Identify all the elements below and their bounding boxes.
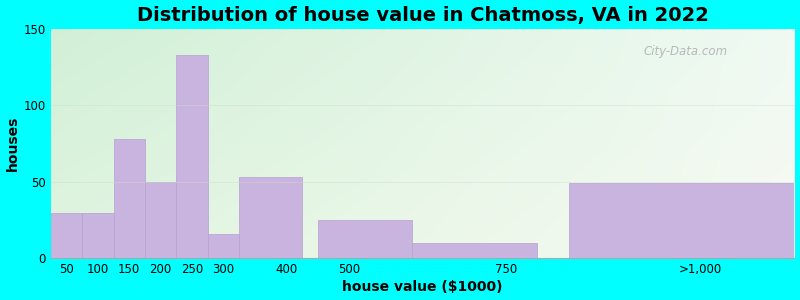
Bar [208,234,239,258]
Text: City-Data.com: City-Data.com [643,45,727,58]
Bar [412,243,537,258]
Bar [318,220,412,258]
Bar [239,177,302,258]
Y-axis label: houses: houses [6,116,19,171]
Title: Distribution of house value in Chatmoss, VA in 2022: Distribution of house value in Chatmoss,… [137,6,709,25]
Bar [114,139,145,258]
Bar [176,55,208,258]
Bar [569,183,794,258]
Bar [82,212,114,258]
Bar [51,212,82,258]
X-axis label: house value ($1000): house value ($1000) [342,280,503,294]
Bar [145,182,176,258]
